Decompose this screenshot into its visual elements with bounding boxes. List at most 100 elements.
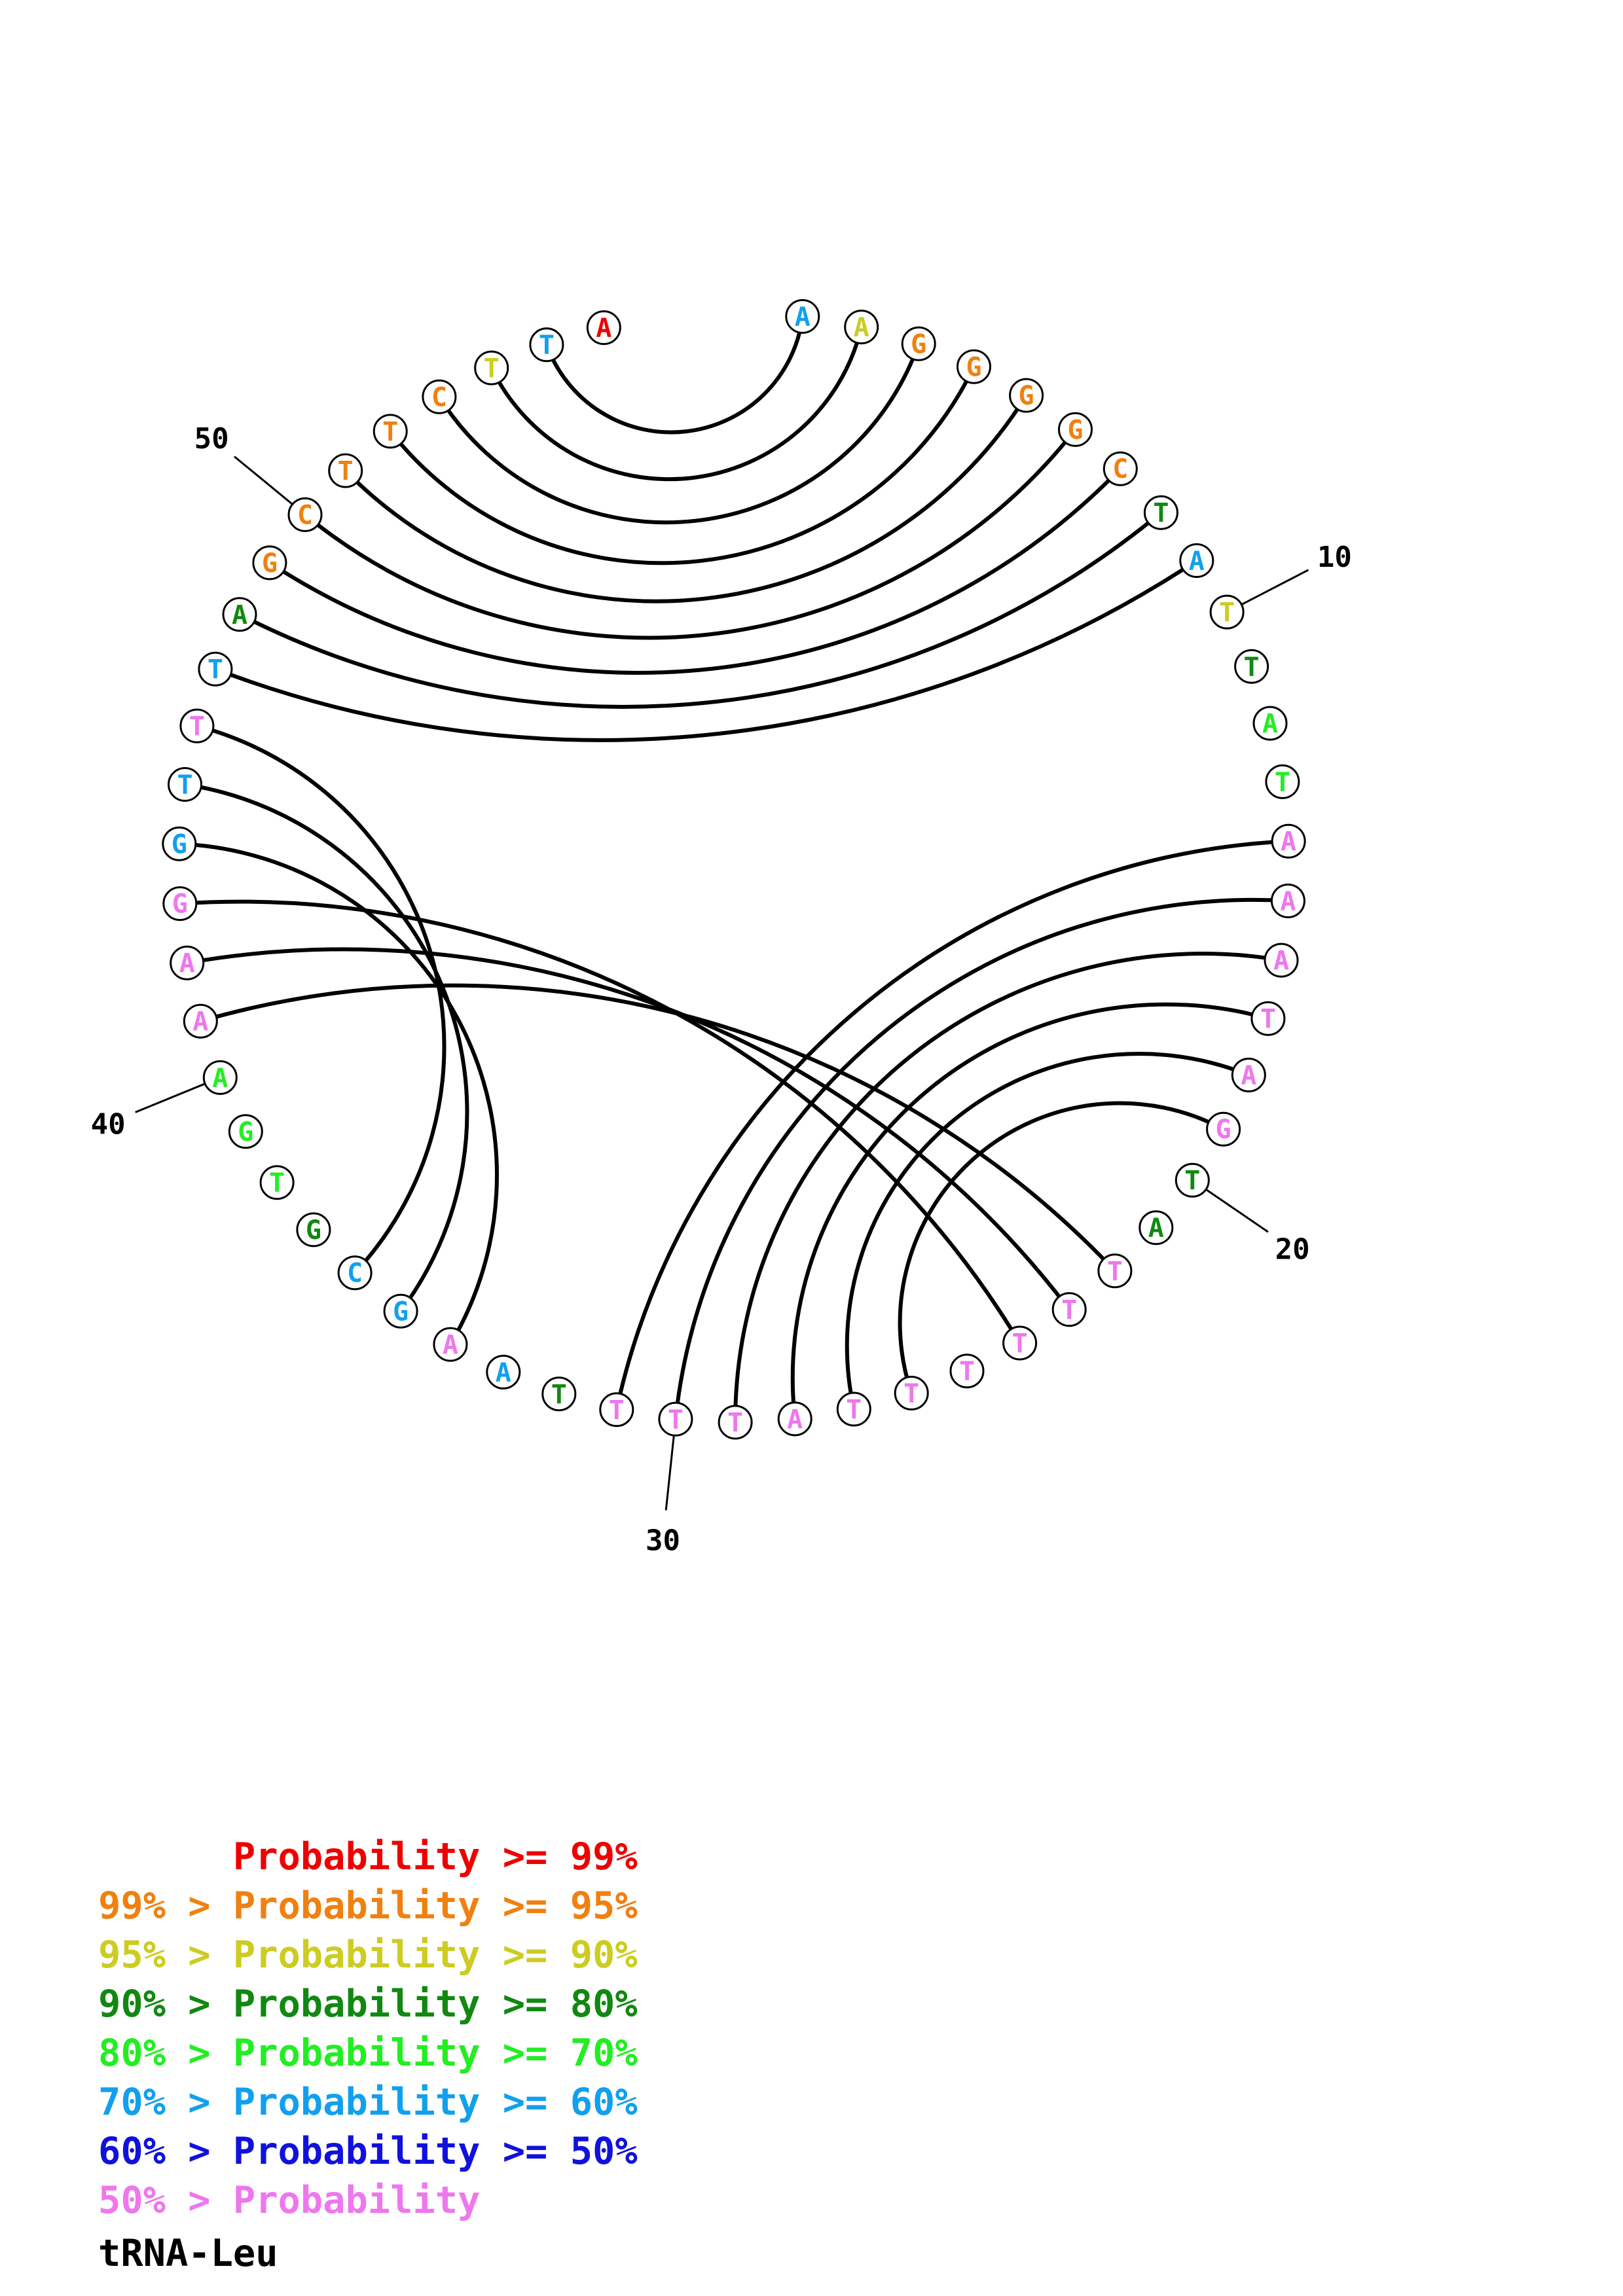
nucleotide-circle xyxy=(1009,378,1044,413)
legend-row: 70% > Probability >= 60% xyxy=(98,2078,638,2127)
nucleotide-circle xyxy=(599,1392,634,1427)
nucleotide-circle xyxy=(337,1255,373,1291)
nucleotide: A xyxy=(1264,942,1299,978)
nucleotide-circle xyxy=(1250,1001,1286,1036)
nucleotide: A xyxy=(844,310,879,345)
nucleotide-circle xyxy=(252,545,287,581)
legend-gt: > xyxy=(165,2179,233,2222)
nucleotide-letter: A xyxy=(192,1007,208,1037)
legend-suffix: 95% xyxy=(570,1884,638,1928)
legend-row: 95% > Probability >= 90% xyxy=(98,1931,638,1980)
nucleotide: A xyxy=(785,299,820,334)
nucleotide-circle xyxy=(162,886,198,922)
nucleotide-letter: A xyxy=(212,1063,228,1093)
nucleotide: A xyxy=(183,1003,218,1039)
legend-prefix: 60% xyxy=(98,2130,166,2173)
nucleotide-circle xyxy=(1231,1058,1266,1092)
nucleotide: A xyxy=(586,310,621,346)
nucleotide-circle xyxy=(1139,1210,1174,1246)
nucleotide-circle xyxy=(1051,1292,1087,1327)
nucleotide-letter: G xyxy=(1216,1115,1231,1145)
position-label: 20 xyxy=(1275,1233,1310,1266)
nucleotide-letter: A xyxy=(496,1357,511,1388)
nucleotide: A xyxy=(1252,706,1288,741)
legend-row: 99% > Probability >= 95% xyxy=(98,1882,638,1931)
pair-arc xyxy=(673,897,1288,1420)
pair-arc xyxy=(185,782,469,1313)
nucleotide-circle xyxy=(222,597,257,632)
legend-word: Probability xyxy=(232,2081,481,2124)
legend-row: 60% > Probability >= 50% xyxy=(98,2127,638,2176)
nucleotide-letter: T xyxy=(727,1408,743,1438)
nucleotide-letter: T xyxy=(846,1395,862,1425)
nucleotide-circle xyxy=(777,1401,812,1437)
nucleotide-circle xyxy=(1209,594,1245,630)
nucleotide-letter: C xyxy=(347,1259,363,1289)
nucleotide-circle xyxy=(1143,495,1178,530)
legend-prefix: 90% xyxy=(98,1982,166,2026)
nucleotide-letter: G xyxy=(262,548,278,579)
legend-suffix: 60% xyxy=(570,2081,638,2124)
position-label: 40 xyxy=(91,1108,126,1141)
nucleotide-letter: G xyxy=(911,329,926,359)
legend-word: Probability xyxy=(232,2130,481,2173)
nucleotide-letter: A xyxy=(1189,547,1205,577)
nucleotide-letter: G xyxy=(172,889,188,920)
nucleotide: T xyxy=(373,414,408,449)
pair-arc xyxy=(196,724,447,1274)
legend-prefix xyxy=(98,1835,166,1878)
nucleotide-letter: G xyxy=(966,352,981,382)
nucleotide: T xyxy=(259,1165,295,1200)
pair-arc xyxy=(545,316,805,435)
legend-word: Probability xyxy=(232,1933,481,1977)
legend-gt: > xyxy=(165,1933,233,1977)
legend-ge: >= xyxy=(480,2130,570,2173)
legend-suffix: 50% xyxy=(570,2130,638,2173)
nucleotide: C xyxy=(422,379,457,414)
nucleotide-letter: T xyxy=(1275,767,1290,797)
nucleotide-letter: G xyxy=(306,1215,321,1246)
nucleotide-circle xyxy=(287,497,323,532)
legend-row: Probability >= 99% xyxy=(98,1833,638,1882)
nucleotide-letter: G xyxy=(393,1297,409,1327)
nucleotide: T xyxy=(1175,1162,1210,1198)
nucleotide: T xyxy=(658,1401,693,1437)
legend-word: Probability xyxy=(232,2032,481,2075)
nucleotide-letter: T xyxy=(189,711,205,742)
nucleotide: T xyxy=(1097,1253,1133,1289)
nucleotide-letter: T xyxy=(551,1380,567,1410)
nucleotide-circle xyxy=(422,379,457,414)
legend-ge: >= xyxy=(480,1982,570,2026)
probability-legend: Probability >= 99% 99% > Probability >= 9… xyxy=(98,1833,638,2225)
pair-arc xyxy=(268,467,1122,675)
pair-arc xyxy=(898,1101,1225,1394)
nucleotide-letter: A xyxy=(1241,1061,1256,1091)
nucleotide-letter: G xyxy=(1067,415,1083,445)
nucleotide-letter: T xyxy=(1153,498,1169,528)
nucleotide-circle xyxy=(949,1354,985,1389)
nucleotide: G xyxy=(162,826,197,861)
nucleotide-circle xyxy=(1097,1253,1133,1289)
nucleotide-circle xyxy=(1103,451,1138,486)
pair-arc xyxy=(304,428,1077,640)
nucleotide-circle xyxy=(202,1060,238,1095)
legend-gt: > xyxy=(165,1884,233,1928)
nucleotide-ring: A AGGGGCTATTATAAATAGTATTTTTTATTTTAAGCGTGA… xyxy=(162,299,1306,1440)
legend-suffix: 80% xyxy=(570,1982,638,2026)
nucleotide-letter: T xyxy=(269,1168,285,1198)
nucleotide-circle xyxy=(259,1165,295,1200)
nucleotide: T xyxy=(1209,594,1245,630)
pair-arc xyxy=(437,343,921,525)
position-tick-line xyxy=(1241,569,1309,606)
legend-gt: > xyxy=(165,2130,233,2173)
pair-arc xyxy=(200,983,1117,1272)
nucleotide-circle xyxy=(383,1293,418,1329)
position-label: 10 xyxy=(1317,541,1352,574)
nucleotide-circle xyxy=(957,349,991,384)
nucleotide-circle xyxy=(1058,412,1093,447)
nucleotide-letter: A xyxy=(795,302,811,332)
nucleotide-circle xyxy=(541,1376,577,1412)
nucleotide-letter: T xyxy=(903,1379,919,1409)
legend-prefix: 99% xyxy=(98,1884,166,1928)
